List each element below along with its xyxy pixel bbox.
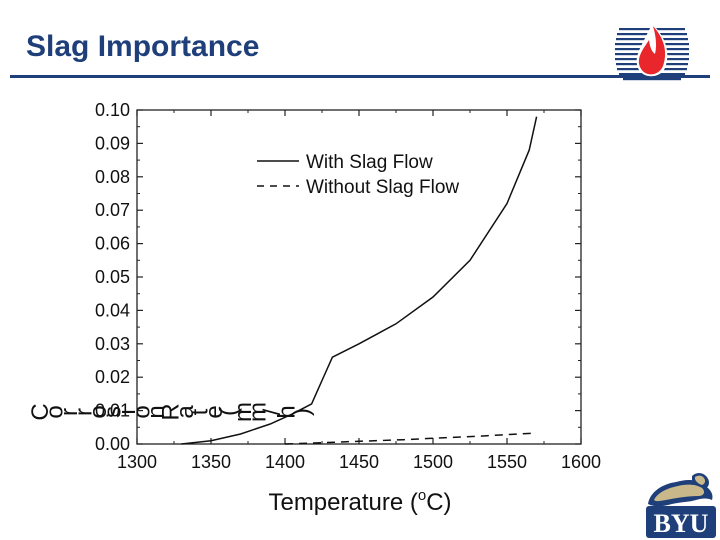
slide-title: Slag Importance	[26, 30, 260, 63]
series-line-0	[181, 116, 538, 445]
y-axis-title-char: R	[158, 403, 185, 420]
y-tick-label: 0.06	[95, 234, 130, 254]
y-axis-title-char: )	[288, 408, 315, 416]
x-tick-label: 1600	[561, 452, 601, 472]
x-tick-label: 1550	[487, 452, 527, 472]
legend-label-1: Without Slag Flow	[306, 177, 459, 198]
y-axis-title-char: /	[259, 408, 286, 415]
y-axis-title-char: i	[114, 409, 141, 414]
y-tick-label: 0.02	[95, 367, 130, 387]
x-tick-label: 1500	[413, 452, 453, 472]
y-axis-title-char: e	[201, 405, 228, 418]
y-axis-title-char: t	[187, 408, 214, 415]
y-axis-title-char: n	[143, 405, 170, 418]
y-tick-label: 0.10	[95, 100, 130, 120]
y-tick-label: 0.05	[95, 267, 130, 287]
svg-text:BYU: BYU	[654, 509, 709, 538]
y-axis-title-char: r	[56, 408, 83, 416]
y-tick-label: 0.09	[95, 133, 130, 153]
y-tick-label: 0.04	[95, 300, 130, 320]
y-axis-title-char: C	[27, 403, 54, 420]
y-tick-label: 0.03	[95, 334, 130, 354]
y-axis-title-char: r	[71, 408, 98, 416]
y-axis-title-char: s	[100, 406, 127, 418]
y-axis-title-char: m	[230, 402, 257, 422]
y-axis-title-char: a	[172, 405, 199, 419]
x-tick-label: 1450	[339, 452, 379, 472]
y-axis-title-char: o	[129, 405, 156, 418]
byu-cougar-logo: BYU	[646, 473, 716, 538]
x-tick-label: 1300	[117, 452, 157, 472]
series-line-1	[284, 432, 537, 445]
title-underline	[10, 75, 710, 78]
y-axis-title-char: m	[245, 402, 272, 422]
y-tick-label: 0.01	[95, 401, 130, 421]
x-tick-label: 1350	[191, 452, 231, 472]
y-axis-title-char: o	[85, 405, 112, 418]
y-axis-title-char: (	[216, 408, 243, 416]
y-axis-title-char: o	[42, 405, 69, 418]
y-tick-label: 0.07	[95, 200, 130, 220]
flame-logo	[615, 24, 689, 81]
y-tick-label: 0.00	[95, 434, 130, 454]
x-axis-title: Temperature (oC)	[268, 487, 451, 516]
x-tick-label: 1400	[265, 452, 305, 472]
y-axis-title-char: h	[274, 405, 301, 418]
y-tick-label: 0.08	[95, 167, 130, 187]
legend-label-0: With Slag Flow	[306, 152, 433, 173]
